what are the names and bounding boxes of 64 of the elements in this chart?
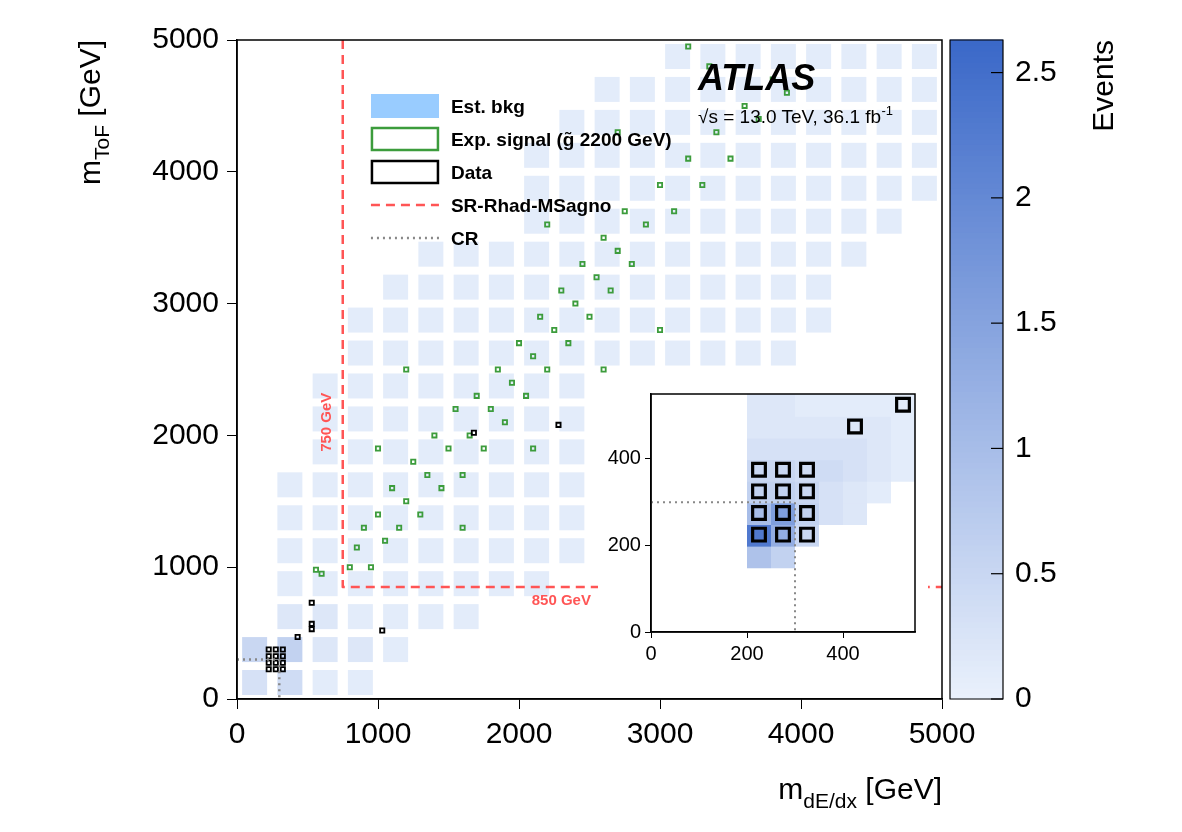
x-tick-label: 400: [826, 641, 860, 664]
point: [771, 436, 795, 461]
x-tick-label: 2000: [485, 716, 553, 750]
point: [867, 457, 891, 482]
color-bar-label: 1.5: [1015, 304, 1057, 338]
point: [279, 666, 286, 673]
point: [272, 666, 279, 673]
point: [795, 436, 819, 461]
point: [272, 653, 279, 660]
x-tick-label: 0: [645, 641, 657, 664]
color-bar-title: Events: [1086, 40, 1119, 132]
y-tick-label: 5000: [152, 21, 219, 55]
annotation: 750 GeV: [317, 392, 335, 452]
point: [265, 659, 272, 666]
point: [795, 394, 819, 417]
point: [867, 394, 891, 417]
color-bar-label: 2: [1015, 179, 1032, 213]
point: [470, 429, 477, 436]
point: [279, 653, 286, 660]
point: [771, 394, 795, 417]
y-tick-label: 2000: [152, 416, 219, 450]
point: [272, 659, 279, 666]
point: [555, 421, 562, 428]
legend-label: Data: [450, 161, 493, 183]
point: [843, 394, 867, 417]
y-tick-label: 400: [607, 446, 641, 469]
point: [279, 646, 286, 653]
point: [843, 501, 867, 525]
point: [308, 599, 315, 606]
point: [265, 666, 272, 673]
color-bar-label: 0.5: [1015, 554, 1057, 588]
point: [272, 646, 279, 653]
point: [279, 659, 286, 666]
point: [747, 394, 771, 417]
color-bar-label: 1: [1015, 429, 1032, 463]
x-tick-label: 0: [228, 716, 246, 750]
x-tick-label: 4000: [767, 716, 835, 750]
point: [379, 627, 386, 634]
y-tick-label: 1000: [152, 548, 219, 582]
color-bar-label: 0: [1015, 680, 1032, 714]
x-tick-label: 1000: [344, 716, 412, 750]
point: [308, 626, 315, 633]
legend-label: CR: [450, 227, 479, 249]
y-tick-label: 0: [629, 619, 641, 642]
point: [819, 394, 843, 417]
point: [819, 501, 843, 525]
y-tick-label: 4000: [152, 153, 219, 187]
series-label: Est. bkg: [450, 95, 525, 117]
x-tick-label: 5000: [908, 716, 976, 750]
y-tick-label: 200: [607, 532, 641, 555]
annotation: 850 GeV: [531, 590, 591, 608]
legend-label: Exp. signal (g̃ 2200 GeV): [450, 128, 672, 150]
point: [843, 436, 867, 461]
y-tick-label: 3000: [152, 284, 219, 318]
legend-label: SR-Rhad-MSagno: [450, 194, 612, 216]
point: [265, 646, 272, 653]
point: [265, 653, 272, 660]
point: [747, 436, 771, 461]
y-tick-label: 0: [202, 680, 219, 714]
x-tick-label: 200: [730, 641, 764, 664]
annotation: ATLAS: [697, 57, 816, 98]
color-bar-label: 2.5: [1015, 53, 1057, 87]
y-axis-title: mToF [GeV]: [73, 39, 113, 186]
point: [294, 634, 301, 641]
